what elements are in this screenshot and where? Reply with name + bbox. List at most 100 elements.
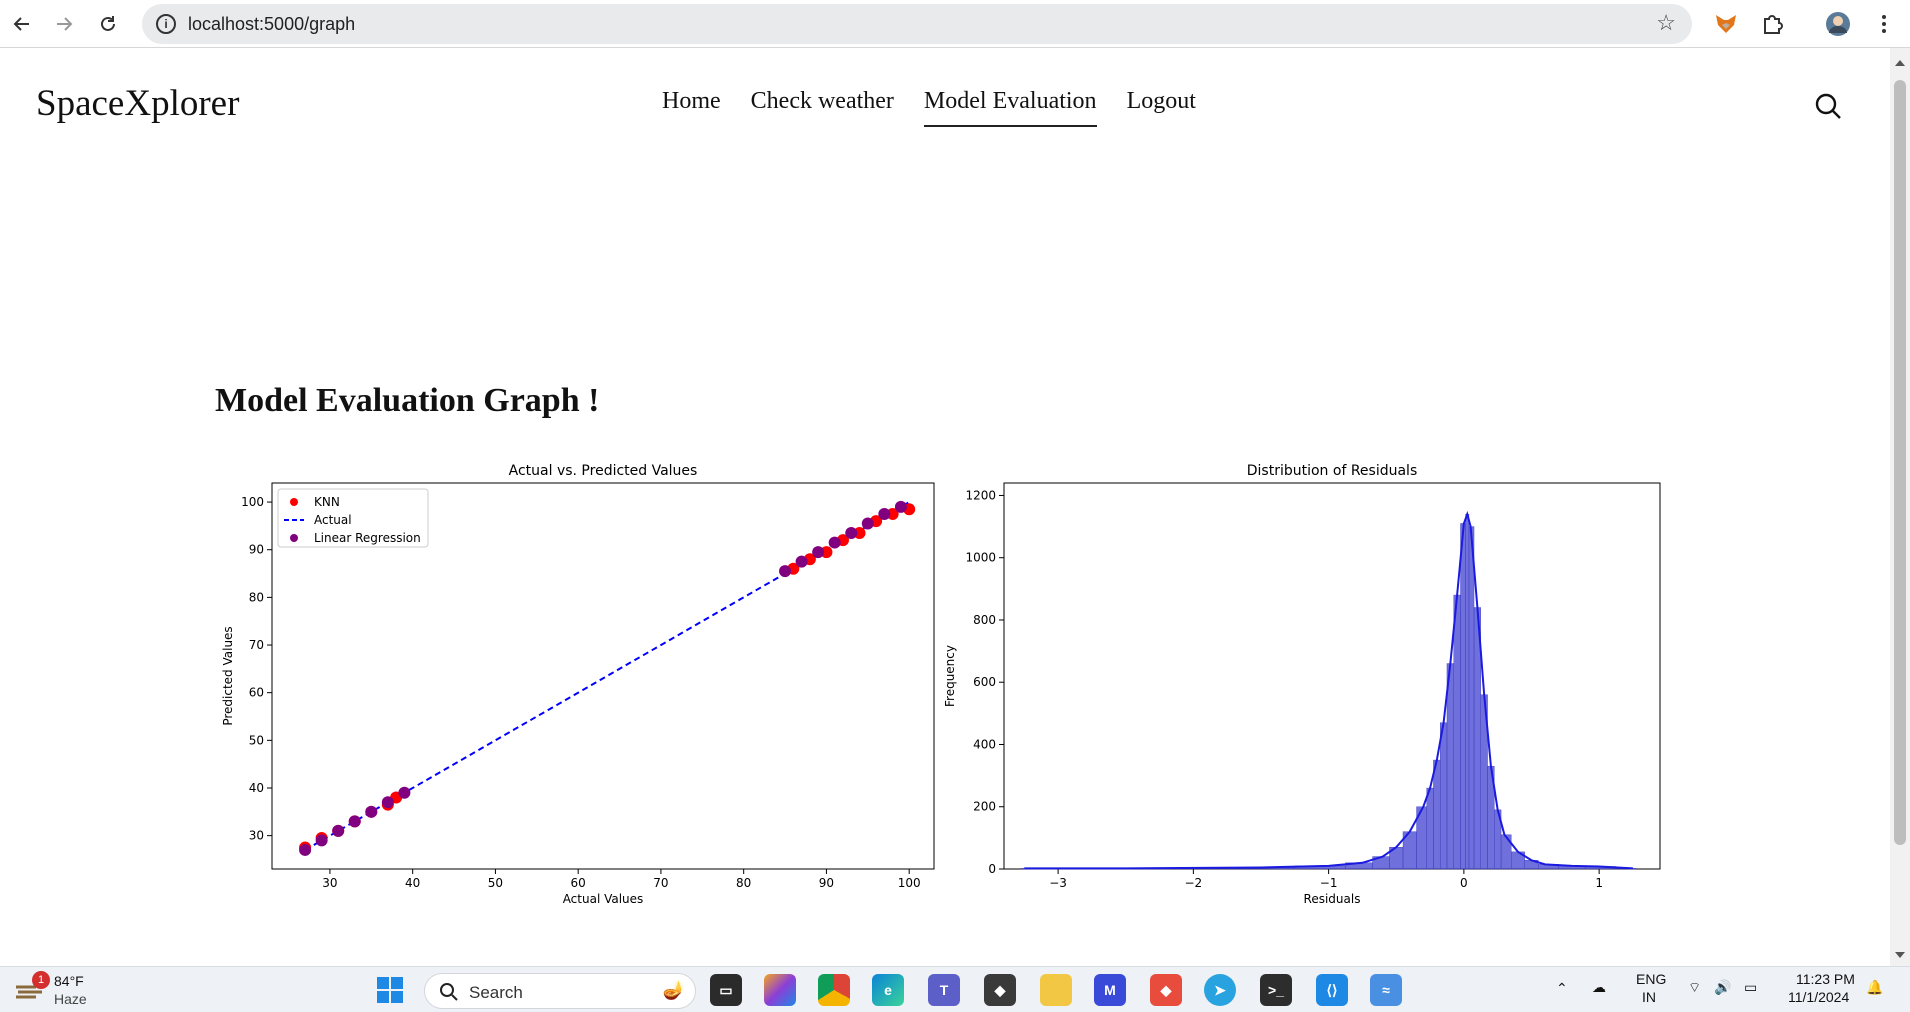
x-tick-label: 90 [819,876,834,890]
bookmark-star-icon[interactable]: ☆ [1656,10,1676,35]
taskbar-search[interactable]: Search 🪔 [424,973,696,1009]
histogram-plot-area [1003,482,1661,870]
nav-model-evaluation[interactable]: Model Evaluation [923,88,1097,127]
reload-icon[interactable] [94,10,122,38]
x-tick-label: 60 [571,876,586,890]
clock-date[interactable]: 11/1/2024 [1788,989,1850,1005]
linear-regression-point [398,786,411,799]
model-evaluation-figure: Actual vs. Predicted Values 30 40 50 60 70 80 9… [210,455,1670,915]
linear-regression-point [878,507,891,520]
scrollbar-thumb[interactable] [1894,80,1906,845]
file-explorer-icon[interactable] [1040,974,1072,1006]
y-tick-label: 90 [249,543,264,557]
scatter-y-axis-label: Predicted Values [221,626,235,725]
url-text[interactable]: localhost:5000/graph [188,14,356,34]
nav-home[interactable]: Home [662,88,721,114]
clock-time[interactable]: 11:23 PM [1796,971,1855,987]
vscode-icon[interactable]: ⟨⟩ [1316,974,1348,1006]
notifications-bell-icon[interactable]: 🔔 [1866,979,1884,995]
mysql-dolphin-icon[interactable]: ≈ [1370,974,1402,1006]
y-tick-label: 1000 [965,551,996,565]
task-view-icon[interactable]: ▭ [710,974,742,1006]
y-tick-label: 60 [249,686,264,700]
onedrive-icon[interactable]: ☁ [1592,979,1606,995]
page-scrollbar[interactable] [1890,48,1910,966]
y-tick-label: 400 [973,737,996,751]
linear-regression-point [845,527,858,540]
legend-actual-label: Actual [314,513,352,527]
x-tick-label: 70 [653,876,668,890]
fox-extension-icon[interactable] [1712,10,1740,38]
scatter-series-group [299,500,916,856]
browser-toolbar: i localhost:5000/graph ☆ [0,0,1910,48]
language-region[interactable]: IN [1642,989,1656,1005]
linear-regression-point [795,555,808,568]
x-tick-label: −3 [1049,876,1067,890]
y-tick-label: 200 [973,800,996,814]
histogram-bar [1468,526,1475,870]
git-icon[interactable]: ◆ [1150,974,1182,1006]
histogram-bar [1453,594,1461,870]
knn-point [853,527,866,540]
scroll-up-icon[interactable] [1895,60,1905,66]
y-tick-label: 80 [249,590,264,604]
forward-arrow-icon[interactable] [50,10,78,38]
battery-icon[interactable]: ▭ [1744,979,1758,995]
x-tick-label: −2 [1185,876,1203,890]
nav-check-weather[interactable]: Check weather [750,88,894,114]
search-icon [440,983,458,1001]
volume-icon[interactable]: 🔊 [1714,979,1732,995]
linear-regression-point [332,824,345,837]
histogram-bar [1460,523,1466,870]
histogram-bar [1446,663,1454,870]
linear-regression-point [894,500,907,513]
search-icon[interactable] [1814,92,1842,125]
edge-icon[interactable]: e [872,974,904,1006]
site-info-icon[interactable]: i [156,14,176,34]
y-tick-label: 70 [249,638,264,652]
histogram-y-axis-label: Frequency [943,645,957,707]
x-tick-label: 0 [1460,876,1468,890]
site-logo[interactable]: SpaceXplorer [36,83,240,124]
knn-point [820,546,833,559]
x-tick-label: 100 [898,876,921,890]
legend-knn-label: KNN [314,495,340,509]
nav-logout[interactable]: Logout [1126,88,1196,114]
browser-menu-icon[interactable] [1870,10,1898,38]
y-tick-label: 800 [973,613,996,627]
linear-regression-point [828,536,841,549]
copilot-icon[interactable] [764,974,796,1006]
x-tick-label: 80 [736,876,751,890]
legend-lr-label: Linear Regression [314,531,421,545]
search-highlight-icon: 🪔 [662,980,685,1000]
weather-temp: 84°F [54,973,84,989]
extensions-puzzle-icon[interactable] [1758,10,1786,38]
terminal-icon[interactable]: >_ [1260,974,1292,1006]
linear-regression-point [812,546,825,559]
weather-widget[interactable]: 1 84°F Haze [14,971,134,1009]
teams-icon[interactable]: T [928,974,960,1006]
address-bar[interactable]: i localhost:5000/graph ☆ [142,4,1692,44]
scroll-down-icon[interactable] [1895,952,1905,958]
linear-regression-point [348,815,361,828]
windows-start-icon[interactable] [374,974,406,1006]
linear-regression-point [315,834,328,847]
back-arrow-icon[interactable] [8,10,36,38]
y-tick-label: 0 [988,862,996,876]
histogram-bars-group [1020,510,1637,870]
scatter-chart-title: Actual vs. Predicted Values [509,463,698,479]
histogram-x-axis-label: Residuals [1304,892,1361,906]
profile-avatar[interactable] [1824,10,1852,38]
app-m-icon[interactable]: M [1094,974,1126,1006]
language-indicator[interactable]: ENG [1636,971,1667,987]
wifi-icon[interactable]: ⌔ [1688,979,1702,995]
linear-regression-point [365,805,378,818]
tray-chevron-up-icon[interactable]: ⌃ [1556,980,1568,996]
kde-curve [1024,510,1634,870]
figure-svg: Actual vs. Predicted Values 30 40 50 60 70 80 9… [221,463,1661,906]
telegram-icon[interactable]: ➤ [1204,974,1236,1006]
legend-lr-marker [290,534,298,542]
unity-icon[interactable]: ◆ [984,974,1016,1006]
chrome-icon[interactable] [818,974,850,1006]
x-tick-label: 1 [1595,876,1603,890]
